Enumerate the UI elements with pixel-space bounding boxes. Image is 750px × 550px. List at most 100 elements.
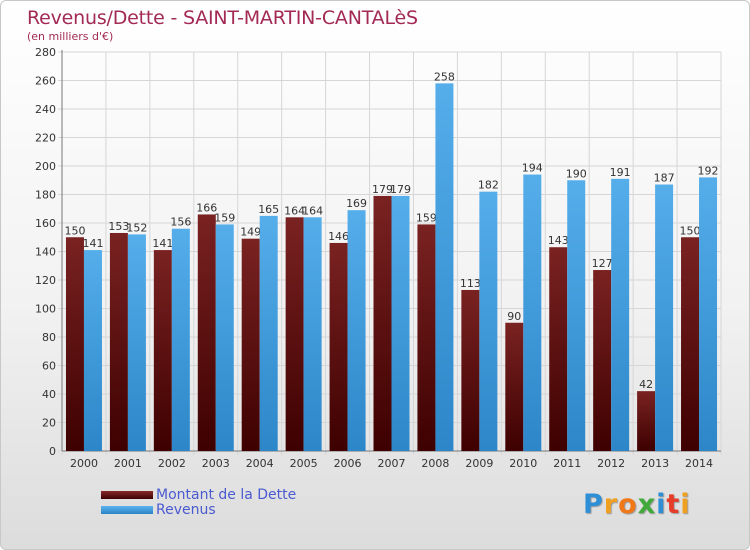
data-label-dette: 127	[592, 257, 613, 270]
x-tick-label: 2003	[202, 457, 230, 470]
bar-dette	[329, 242, 348, 451]
x-tick-label: 2007	[378, 457, 406, 470]
x-tick-label: 2000	[70, 457, 98, 470]
bar-revenus	[83, 250, 102, 451]
bar-revenus	[655, 184, 674, 451]
y-tick-label: 260	[35, 75, 56, 88]
y-tick-label: 160	[35, 217, 56, 230]
data-label-revenus: 152	[126, 221, 147, 234]
data-label-dette: 150	[64, 224, 85, 237]
y-tick-label: 240	[35, 103, 56, 116]
data-label-revenus: 191	[610, 166, 631, 179]
bar-revenus	[699, 177, 718, 451]
bar-revenus	[523, 174, 542, 452]
data-label-revenus: 156	[170, 216, 191, 229]
bar-revenus	[127, 234, 146, 451]
bar-revenus	[435, 83, 454, 451]
data-label-dette: 141	[152, 237, 173, 250]
bar-dette	[461, 289, 480, 451]
bar-revenus	[347, 210, 366, 451]
data-label-dette: 164	[284, 204, 305, 217]
x-tick-label: 2002	[158, 457, 186, 470]
chart-subtitle: (en milliers d'€)	[27, 30, 114, 43]
logo-letter: x	[637, 489, 657, 520]
bar-dette	[285, 217, 304, 451]
bar-dette	[197, 214, 216, 451]
bar-dette	[681, 237, 700, 451]
x-tick-label: 2005	[290, 457, 318, 470]
y-tick-label: 180	[35, 189, 56, 202]
y-tick-label: 20	[42, 417, 56, 430]
data-label-dette: 146	[328, 230, 349, 243]
logo-letter: o	[618, 489, 638, 520]
data-label-revenus: 141	[82, 237, 103, 250]
legend-label-revenus: Revenus	[156, 502, 216, 518]
data-label-dette: 149	[240, 226, 261, 239]
bar-dette	[593, 270, 612, 451]
bar-dette	[109, 232, 128, 451]
chart-title: Revenus/Dette - SAINT-MARTIN-CANTALèS	[27, 7, 418, 29]
proxiti-logo: Proxiti	[583, 489, 691, 520]
logo-letter: i	[656, 489, 667, 520]
bar-revenus	[259, 215, 278, 451]
data-label-revenus: 165	[258, 203, 279, 216]
y-tick-label: 200	[35, 160, 56, 173]
bar-dette	[153, 250, 172, 451]
y-tick-label: 40	[42, 388, 56, 401]
legend-swatch-revenus	[101, 506, 153, 514]
bar-revenus	[479, 191, 498, 451]
bar-revenus	[567, 180, 586, 451]
x-tick-label: 2012	[597, 457, 625, 470]
data-label-dette: 153	[108, 220, 129, 233]
data-label-revenus: 190	[566, 167, 587, 180]
data-label-dette: 159	[416, 211, 437, 224]
x-tick-label: 2013	[641, 457, 669, 470]
bar-dette	[505, 322, 524, 451]
logo-letter: r	[603, 489, 619, 520]
data-label-dette: 113	[460, 277, 481, 290]
data-label-revenus: 192	[698, 164, 719, 177]
data-label-revenus: 164	[302, 204, 323, 217]
legend-label-dette: Montant de la Dette	[156, 487, 297, 503]
data-label-dette: 150	[680, 224, 701, 237]
y-tick-label: 140	[35, 246, 56, 259]
x-tick-label: 2006	[334, 457, 362, 470]
bar-dette	[417, 224, 436, 451]
y-tick-label: 0	[49, 445, 56, 458]
bar-dette	[373, 195, 392, 451]
data-label-revenus: 169	[346, 197, 367, 210]
data-label-revenus: 258	[434, 70, 455, 83]
bar-dette	[637, 391, 656, 451]
bar-revenus	[611, 178, 630, 451]
logo-letter: P	[583, 489, 604, 520]
legend-swatch-dette	[101, 491, 153, 499]
bar-dette	[241, 238, 260, 451]
data-label-revenus: 159	[214, 211, 235, 224]
y-tick-label: 100	[35, 303, 56, 316]
data-label-revenus: 194	[522, 162, 543, 175]
bar-revenus	[303, 217, 322, 451]
bar-dette	[65, 237, 84, 451]
x-tick-label: 2010	[509, 457, 537, 470]
bar-revenus	[215, 224, 234, 451]
data-label-dette: 143	[548, 234, 569, 247]
y-tick-label: 60	[42, 360, 56, 373]
y-tick-label: 220	[35, 132, 56, 145]
bar-dette	[549, 247, 568, 451]
logo-letter: t	[666, 489, 681, 520]
x-tick-label: 2001	[114, 457, 142, 470]
data-label-revenus: 182	[478, 179, 499, 192]
data-label-revenus: 179	[390, 183, 411, 196]
x-tick-label: 2008	[421, 457, 449, 470]
data-label-dette: 179	[372, 183, 393, 196]
data-label-dette: 166	[196, 201, 217, 214]
x-tick-label: 2004	[246, 457, 274, 470]
data-label-revenus: 187	[654, 172, 675, 185]
data-label-dette: 90	[507, 310, 521, 323]
x-tick-label: 2014	[685, 457, 713, 470]
data-label-dette: 42	[639, 378, 653, 391]
x-tick-label: 2009	[465, 457, 493, 470]
y-tick-label: 280	[35, 46, 56, 59]
